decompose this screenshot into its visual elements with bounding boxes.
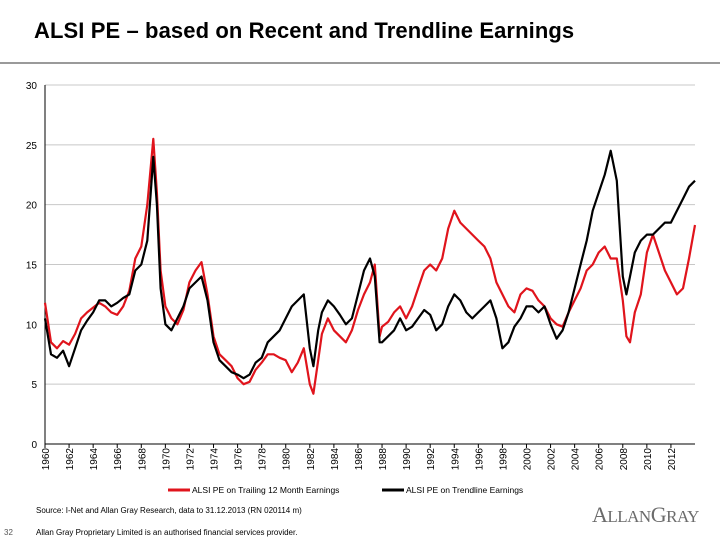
x-tick-label: 1960 bbox=[41, 448, 52, 471]
disclaimer: Allan Gray Proprietary Limited is an aut… bbox=[36, 528, 298, 537]
series-line-trendline bbox=[43, 149, 696, 380]
slide-title: ALSI PE – based on Recent and Trendline … bbox=[34, 18, 575, 43]
x-tick-label: 1988 bbox=[378, 448, 389, 471]
y-tick-label: 25 bbox=[26, 141, 38, 152]
x-tick-label: 1978 bbox=[258, 448, 269, 471]
y-tick-label: 30 bbox=[26, 81, 38, 92]
x-tick-label: 1984 bbox=[330, 448, 341, 471]
gridlines bbox=[45, 84, 695, 385]
page-number: 32 bbox=[4, 528, 13, 537]
y-tick-label: 15 bbox=[26, 261, 38, 272]
x-tick-label: 2012 bbox=[667, 448, 678, 471]
x-tick-label: 1980 bbox=[282, 448, 293, 471]
series-line-trailing bbox=[43, 137, 697, 395]
x-tick-label: 2004 bbox=[571, 448, 582, 471]
x-tick-label: 2010 bbox=[643, 448, 654, 471]
axes bbox=[44, 85, 695, 448]
x-tick-label: 2002 bbox=[547, 448, 558, 471]
x-tick-label: 1964 bbox=[89, 448, 100, 471]
x-tick-label: 1996 bbox=[474, 448, 485, 471]
x-tick-label: 2008 bbox=[619, 448, 630, 471]
y-axis-tick-labels: 0 5 10 15 20 25 30 bbox=[26, 81, 38, 451]
y-tick-label: 5 bbox=[31, 380, 37, 391]
allan-gray-logo: ALLANGRAY bbox=[592, 502, 699, 527]
x-tick-label: 1972 bbox=[185, 448, 196, 471]
source-note: Source: I-Net and Allan Gray Research, d… bbox=[36, 506, 302, 515]
legend: ALSI PE on Trailing 12 Month Earnings ALS… bbox=[168, 485, 523, 495]
x-tick-label: 1974 bbox=[210, 448, 221, 471]
pe-line-chart: 0 5 10 15 20 25 30 1960 1962 1964 1966 1968 1970 197… bbox=[26, 81, 697, 495]
legend-label: ALSI PE on Trendline Earnings bbox=[406, 485, 523, 495]
x-tick-label: 1966 bbox=[113, 448, 124, 471]
x-tick-label: 1992 bbox=[426, 448, 437, 471]
x-tick-label: 1990 bbox=[402, 448, 413, 471]
series-lines bbox=[43, 137, 697, 395]
x-tick-label: 2006 bbox=[595, 448, 606, 471]
x-axis-tick-labels: 1960 1962 1964 1966 1968 1970 1972 1974 1976 1978… bbox=[41, 448, 678, 471]
x-tick-label: 1970 bbox=[161, 448, 172, 471]
x-tick-label: 1982 bbox=[306, 448, 317, 471]
legend-label: ALSI PE on Trailing 12 Month Earnings bbox=[192, 485, 339, 495]
x-tick-label: 1968 bbox=[137, 448, 148, 471]
x-tick-label: 1998 bbox=[498, 448, 509, 471]
y-tick-label: 20 bbox=[26, 201, 38, 212]
x-tick-label: 1962 bbox=[65, 448, 76, 471]
x-tick-label: 1986 bbox=[354, 448, 365, 471]
y-tick-label: 10 bbox=[26, 320, 38, 331]
y-tick-label: 0 bbox=[31, 440, 37, 451]
x-tick-label: 1976 bbox=[234, 448, 245, 471]
title-divider bbox=[0, 62, 720, 64]
x-tick-label: 2000 bbox=[522, 448, 533, 471]
x-tick-label: 1994 bbox=[450, 448, 461, 471]
